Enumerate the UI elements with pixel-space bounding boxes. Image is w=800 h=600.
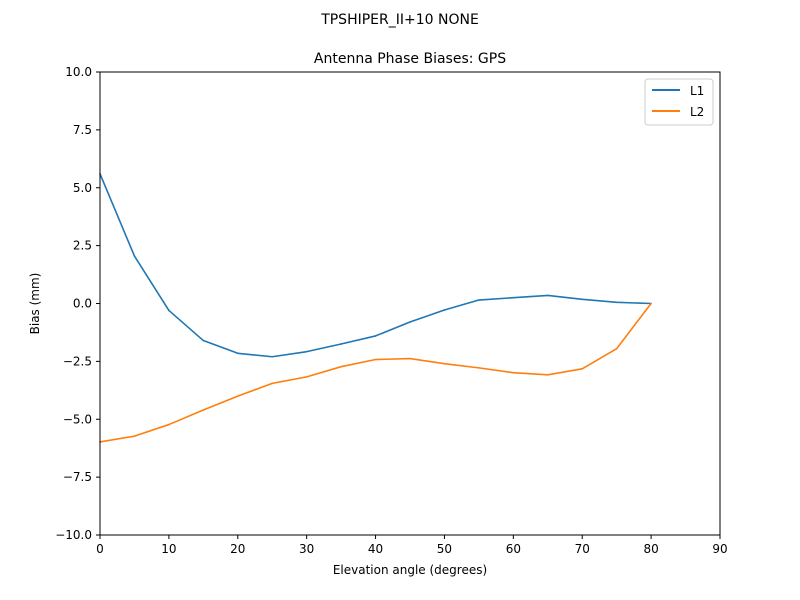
y-tick-label: 2.5 xyxy=(73,239,92,253)
data-point-l2 xyxy=(133,435,136,437)
data-point-l2 xyxy=(271,382,274,385)
data-point-l1 xyxy=(443,309,446,311)
data-point-l2 xyxy=(650,302,652,305)
data-point-l1 xyxy=(168,309,170,312)
y-tick-label: −10.0 xyxy=(55,528,92,542)
figure-suptitle: TPSHIPER_II+10 NONE xyxy=(320,12,479,28)
data-point-l1 xyxy=(615,301,618,304)
data-point-l2 xyxy=(512,371,515,374)
data-point-l1 xyxy=(305,350,308,353)
x-tick-label: 50 xyxy=(437,542,452,556)
data-point-l1 xyxy=(202,339,205,342)
y-tick-label: 10.0 xyxy=(65,65,92,79)
data-point-l1 xyxy=(581,298,584,301)
x-tick-label: 0 xyxy=(96,542,104,556)
data-point-l1 xyxy=(374,335,377,337)
x-tick-label: 80 xyxy=(643,542,658,556)
data-point-l2 xyxy=(409,357,411,360)
y-axis-ticks: −10.0 −7.5 −5.0 −2.5 0.0 2.5 5.0 7.5 10.0 xyxy=(55,65,100,542)
y-tick-label: −5.0 xyxy=(63,412,92,426)
y-tick-label: −2.5 xyxy=(63,354,92,368)
x-tick-label: 30 xyxy=(299,542,314,556)
data-point-l1 xyxy=(133,255,136,257)
legend-label-l1: L1 xyxy=(690,84,704,98)
y-axis-label: Bias (mm) xyxy=(28,273,42,335)
data-point-l2 xyxy=(615,347,618,350)
x-tick-label: 10 xyxy=(161,542,176,556)
data-point-l2 xyxy=(581,367,584,370)
data-point-l1 xyxy=(478,299,480,301)
data-point-l1 xyxy=(236,352,239,355)
data-point-l2 xyxy=(202,409,205,411)
y-tick-label: −7.5 xyxy=(63,470,92,484)
x-axis-ticks: 0 10 20 30 40 50 60 70 80 90 xyxy=(96,535,728,556)
x-tick-label: 90 xyxy=(712,542,727,556)
legend: L1 L2 xyxy=(644,78,714,126)
data-point-l1 xyxy=(340,343,342,345)
data-point-l2 xyxy=(305,376,308,378)
data-point-l1 xyxy=(271,355,274,358)
data-point-l2 xyxy=(443,362,446,365)
x-axis-label: Elevation angle (degrees) xyxy=(333,563,487,577)
data-point-l2 xyxy=(168,423,170,426)
x-tick-label: 60 xyxy=(506,542,521,556)
data-point-l2 xyxy=(340,365,342,368)
series-layer xyxy=(99,173,652,443)
data-point-l1 xyxy=(512,296,515,299)
x-tick-label: 70 xyxy=(575,542,590,556)
data-point-l2 xyxy=(236,395,239,397)
y-tick-label: 0.0 xyxy=(73,297,92,311)
legend-label-l2: L2 xyxy=(690,105,704,119)
x-tick-label: 40 xyxy=(368,542,383,556)
data-point-l2 xyxy=(546,374,549,376)
data-point-l2 xyxy=(374,358,377,361)
x-tick-label: 20 xyxy=(230,542,245,556)
chart-title: Antenna Phase Biases: GPS xyxy=(314,51,506,67)
data-point-l1 xyxy=(409,321,411,323)
y-tick-label: 5.0 xyxy=(73,181,92,195)
data-point-l1 xyxy=(546,294,549,297)
y-tick-label: 7.5 xyxy=(73,123,92,137)
data-point-l2 xyxy=(478,367,480,369)
